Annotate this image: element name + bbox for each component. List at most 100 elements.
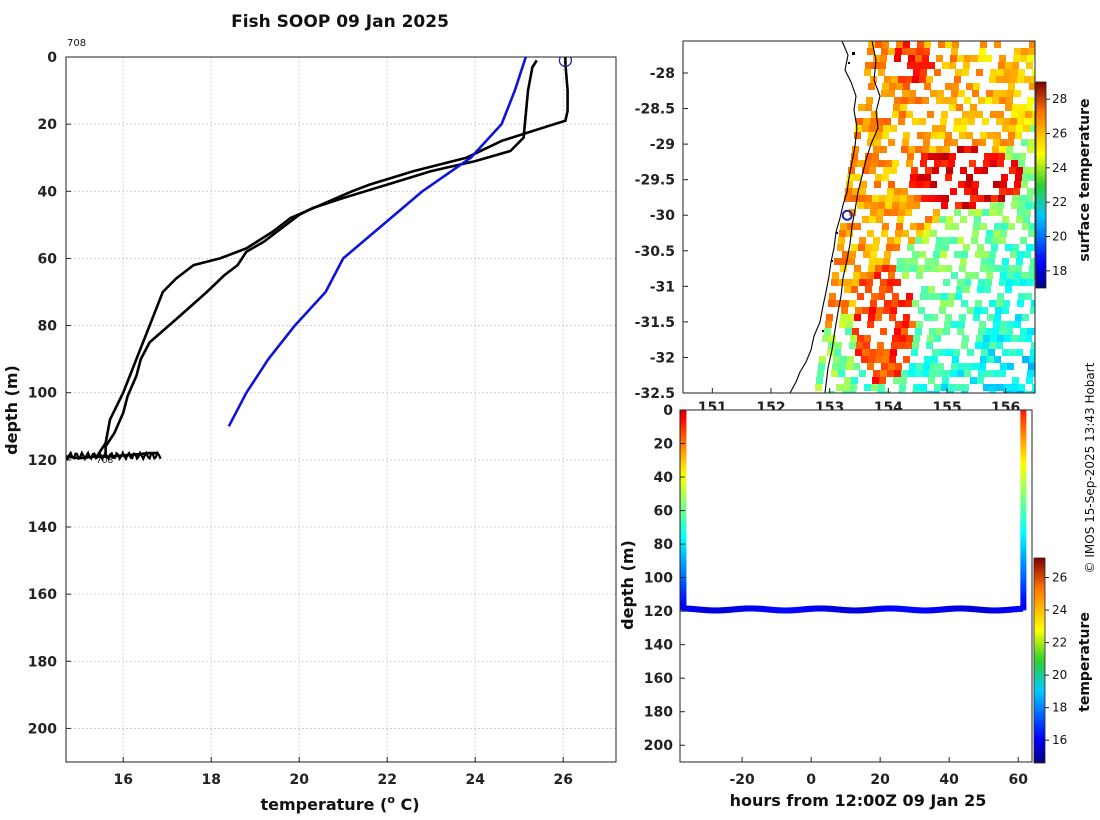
sst-cell <box>976 111 983 118</box>
sst-cell <box>906 111 913 118</box>
sst-cell <box>932 349 939 356</box>
sst-cell <box>899 335 906 342</box>
sst-cell <box>857 202 864 209</box>
sst-cell <box>891 209 898 216</box>
bottom-track-mark <box>957 605 962 612</box>
sst-cell <box>1028 48 1035 55</box>
sst-cell <box>922 237 929 244</box>
sst-cell <box>849 209 856 216</box>
sst-cell <box>1012 153 1019 160</box>
sst-cell <box>909 321 916 328</box>
sst-cell <box>1020 328 1027 335</box>
profile-lines <box>66 57 573 462</box>
sst-cell <box>1003 391 1010 393</box>
sst-cell <box>816 377 823 384</box>
sst-cell <box>917 265 924 272</box>
sst-cell <box>971 237 978 244</box>
bottom-track-mark <box>823 605 828 612</box>
sst-cell <box>1013 55 1020 62</box>
sst-cell <box>950 55 957 62</box>
sst-cell <box>895 48 902 55</box>
sst-cell <box>945 132 952 139</box>
sst-cell <box>989 251 996 258</box>
sst-cell <box>1021 181 1028 188</box>
sst-cell <box>882 83 889 90</box>
profile-bottom-noise <box>66 450 162 462</box>
cast-mark <box>1020 579 1027 583</box>
bottom-track-mark <box>763 606 768 613</box>
sst-cell <box>1008 83 1015 90</box>
sst-cell <box>950 97 957 104</box>
cast-mark <box>680 581 687 586</box>
sst-cell <box>904 258 911 265</box>
sst-cell <box>836 384 843 391</box>
sst-cell <box>1019 195 1026 202</box>
sst-cell <box>838 237 845 244</box>
cast-mark <box>1020 574 1027 578</box>
cast-mark <box>680 421 687 425</box>
sst-cell <box>841 307 848 314</box>
sst-cell <box>842 391 849 393</box>
sst-cell <box>972 181 979 188</box>
profile-x-tick-label: 24 <box>465 772 485 788</box>
bottom-track-mark <box>797 606 802 613</box>
sst-cell <box>919 76 926 83</box>
sst-cell <box>959 132 966 139</box>
sst-cell <box>978 328 985 335</box>
bottom-track-mark <box>897 605 902 612</box>
cast-mark <box>1020 546 1027 550</box>
sst-cell <box>871 160 878 167</box>
sst-cell <box>999 279 1006 286</box>
map-lat-tick-label: -31.5 <box>635 315 675 331</box>
bottom-track-mark <box>941 606 946 613</box>
sst-cell <box>858 244 865 251</box>
sst-cell <box>936 237 943 244</box>
bottom-track-mark <box>841 606 846 613</box>
xlabel-superscript: o <box>387 793 395 806</box>
sst-cell <box>1029 223 1035 230</box>
sst-cell <box>1006 328 1013 335</box>
cast-mark <box>1020 576 1027 581</box>
sst-cell <box>959 265 966 272</box>
bottom-track-mark <box>725 606 730 613</box>
sst-cell <box>1028 230 1035 237</box>
cast-mark <box>1020 441 1027 445</box>
bottom-track-mark <box>791 607 796 614</box>
sst-cell <box>936 146 943 153</box>
cast-mark <box>680 592 687 596</box>
sst-cell <box>969 111 976 118</box>
sst-cell <box>973 314 980 321</box>
sst-cell <box>875 314 882 321</box>
sst-cell <box>1008 265 1015 272</box>
cast-mark <box>680 594 687 598</box>
sst-cell <box>985 279 992 286</box>
sst-cell <box>979 321 986 328</box>
cast-mark <box>680 559 687 563</box>
time-y-tick-label: 60 <box>654 504 674 520</box>
sst-cell <box>907 62 914 69</box>
sst-cell <box>996 76 1003 83</box>
sst-cell <box>997 202 1004 209</box>
cast-mark <box>1020 556 1027 561</box>
cast-mark <box>680 546 687 550</box>
cast-mark <box>680 561 687 566</box>
bottom-track-mark <box>825 605 830 612</box>
sst-cell <box>931 356 938 363</box>
sst-cell <box>976 335 983 342</box>
cast-mark <box>1020 423 1027 427</box>
bottom-track-mark <box>701 606 706 613</box>
cast-mark <box>1020 539 1027 543</box>
sst-cell <box>916 181 923 188</box>
cast-mark <box>1020 486 1027 490</box>
sst-cell <box>873 55 880 62</box>
bottom-track-mark <box>899 605 904 612</box>
bottom-track-mark <box>715 607 720 614</box>
bottom-track-mark <box>883 605 888 612</box>
sst-cell <box>881 363 888 370</box>
cast-mark <box>1020 481 1027 485</box>
cast-mark <box>680 521 687 525</box>
sst-cell <box>958 363 965 370</box>
map-lat-tick-label: -29.5 <box>635 173 675 189</box>
sst-cell <box>852 188 859 195</box>
sst-cell <box>983 160 990 167</box>
